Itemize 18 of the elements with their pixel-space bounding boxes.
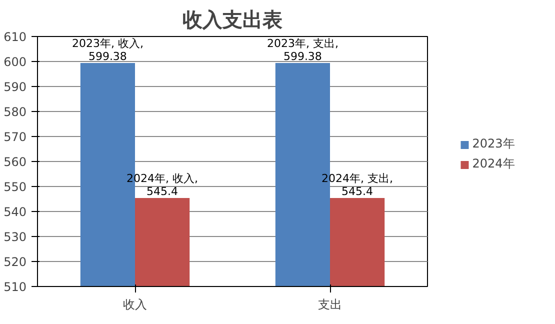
x-tick-label: 收入 <box>123 298 147 312</box>
y-tick-label: 530 <box>4 230 26 244</box>
y-tick-label: 510 <box>4 280 26 294</box>
data-label: 2023年, 收入, 599.38 <box>72 37 144 64</box>
x-tick-label: 支出 <box>318 298 342 312</box>
y-tick-label: 550 <box>4 180 26 194</box>
y-tick-label: 540 <box>4 205 26 219</box>
legend-label: 2023年 <box>472 136 515 152</box>
y-tick-label: 610 <box>4 30 26 44</box>
y-tick-label: 600 <box>4 55 26 69</box>
y-tick-label: 590 <box>4 80 26 94</box>
y-tick-label: 520 <box>4 255 26 269</box>
y-tick-label: 560 <box>4 155 26 169</box>
legend-label: 2024年 <box>472 156 515 172</box>
y-tick-label: 570 <box>4 130 26 144</box>
chart-title: 收入支出表 <box>182 8 282 32</box>
data-label: 2023年, 支出, 599.38 <box>266 37 338 64</box>
y-tick-label: 580 <box>4 105 26 119</box>
